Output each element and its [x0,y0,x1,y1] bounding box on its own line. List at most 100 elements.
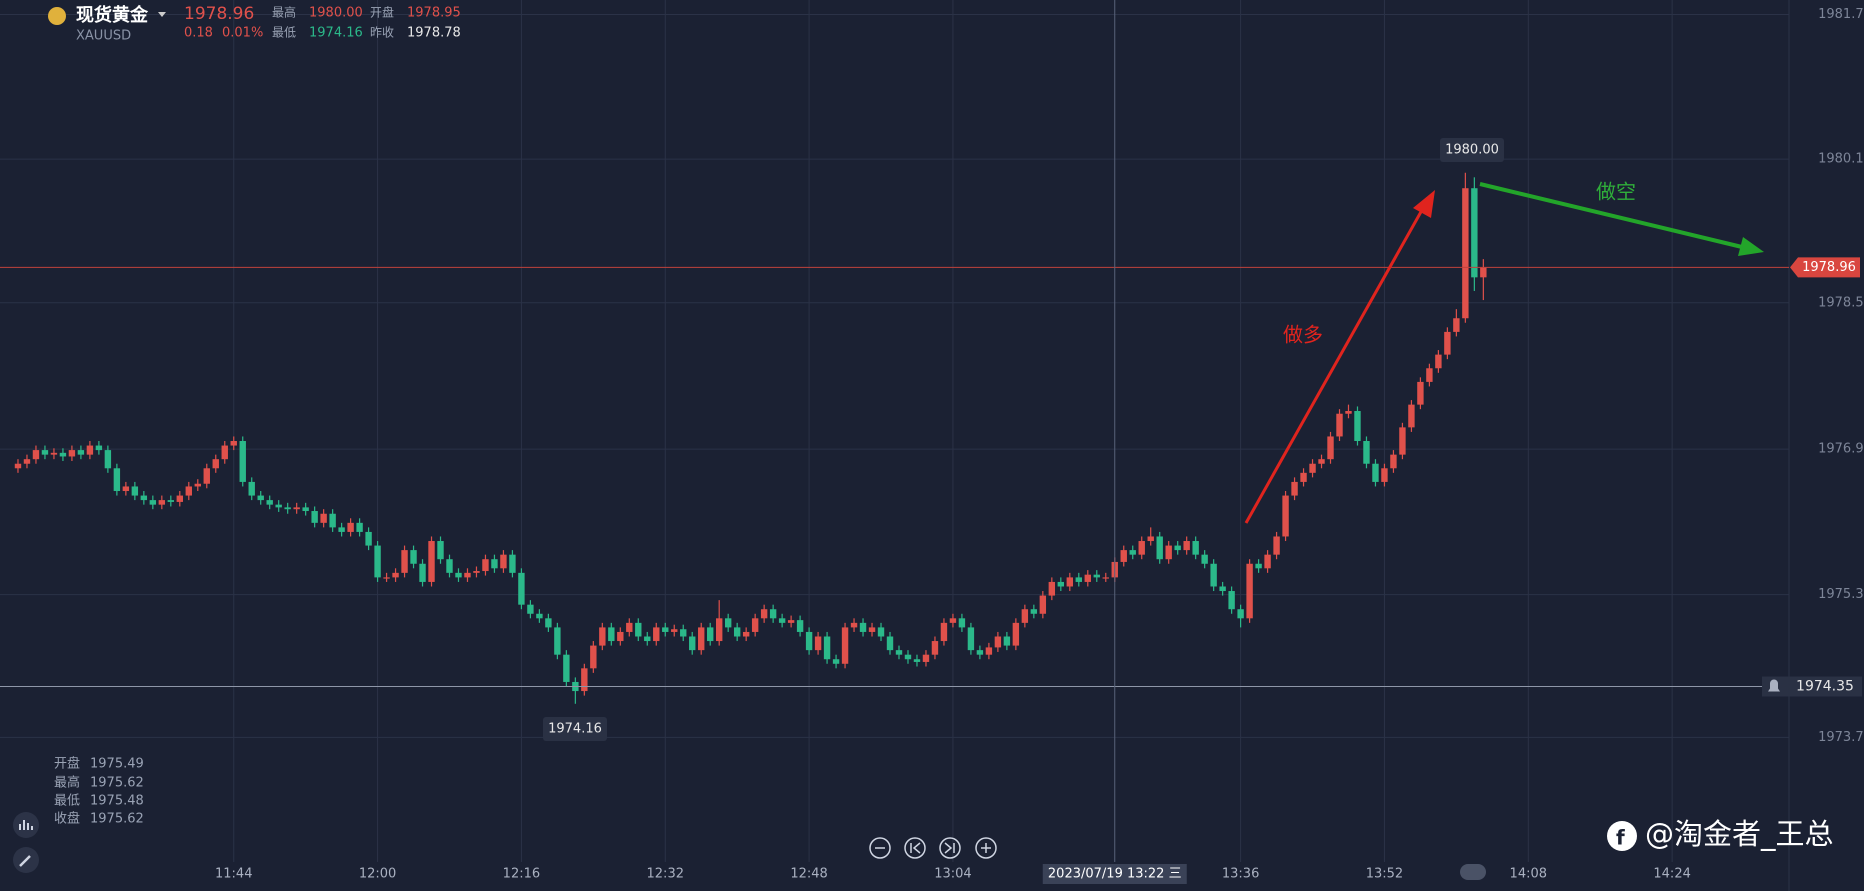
candle-body [1057,581,1065,587]
candle-body [1120,550,1127,562]
candle-body [1336,413,1343,437]
candle-body [167,500,175,502]
candle-body [1291,481,1298,496]
candle-body [1327,436,1334,460]
candle-body [653,627,660,642]
dropdown-caret[interactable] [158,12,166,17]
candle-body [221,445,228,460]
candle-body [113,468,121,492]
candle-body [1030,609,1038,614]
indicator-button[interactable] [13,812,39,838]
scroll-pill[interactable] [1460,864,1486,880]
draw-icon [19,855,31,867]
candle-body [1147,536,1154,542]
crosshair-label: 2023/07/19 13:22 三 [1048,867,1182,882]
candle-body [689,636,696,651]
candle-body [1435,354,1442,369]
candle-body [1237,609,1244,619]
icon [981,843,991,853]
candle-body [787,620,795,623]
candle-body [293,507,300,510]
candle-body [599,627,606,646]
low-label-box [543,717,607,741]
candle-body [1309,463,1316,473]
candle-body [1228,591,1235,610]
candle-body [1048,581,1056,596]
long-arrow [1244,209,1424,524]
y-tick-label: 1980.15 [1818,152,1864,167]
symbol: XAUUSD [76,29,131,44]
go-end[interactable] [939,837,961,859]
info-label: 最低 [54,794,80,809]
candle-body [1138,541,1145,555]
candle-body [464,572,471,578]
info-label: 开盘 [54,756,80,772]
candle-body [239,441,246,482]
candle-body [868,627,876,632]
candle-body [635,622,642,637]
info-value: 1975.49 [90,757,144,772]
zoom-in[interactable] [975,837,997,859]
y-tick-label: 1975.36 [1818,587,1864,602]
stat-label: 开盘 [370,5,394,20]
candle-body [707,627,714,642]
candle-body [104,450,112,469]
instrument-name[interactable]: 现货黄金 [76,4,149,26]
candle-body [832,659,840,664]
candle-body [212,459,219,469]
candle-body [1129,550,1136,555]
stat-value: 1980.00 [309,6,363,21]
x-tick-label: 12:48 [790,867,827,882]
short-arrowhead [1738,237,1764,256]
candle-body [347,522,354,532]
x-tick-label: 12:32 [647,867,684,882]
candle-body [1075,577,1082,582]
candle-body [482,559,489,572]
y-tick-label: 1978.57 [1818,295,1864,310]
candle-body [1264,554,1271,569]
indicator-icon [19,820,33,830]
candle-body [644,636,651,642]
crosshair-box [1042,864,1187,884]
candle-body [122,486,130,492]
candle-body [617,631,624,642]
candle-body [1390,454,1397,469]
candle-body [724,618,732,628]
candle-body [1453,318,1460,332]
annotation-long: 做多 [1283,323,1323,347]
short-arrow [1479,182,1743,249]
candle-body [1102,577,1109,579]
candle-body [374,545,381,578]
candle-body [985,647,993,655]
candle-body [778,618,786,623]
candle-body [1354,410,1361,442]
candle-body [814,636,822,651]
high-label-box [1440,138,1504,162]
candle-body [976,650,984,655]
candle-body [176,495,183,502]
info-value: 1975.62 [90,776,144,791]
candle-body [437,541,444,560]
price-tag-label: 1978.96 [1802,260,1856,275]
stat-value: 1974.16 [309,26,363,41]
candle-body [931,641,939,655]
zoom-out[interactable] [869,837,891,859]
candle-body [1318,459,1325,464]
candle-body [1003,636,1011,646]
candle-body [1345,410,1352,414]
candle-body [500,554,507,569]
change-pct: 0.01% [222,26,263,41]
candle-body [1444,331,1451,355]
candle-body [554,627,561,655]
candle-body [257,495,264,501]
candle-body [491,559,498,569]
candle-body [1246,563,1253,619]
candle-body [1363,441,1370,464]
annotation-short: 做空 [1596,180,1636,204]
candle-body [1471,188,1478,278]
candle-body [158,500,166,505]
candle-body [742,631,750,637]
watermark-icon [1607,821,1637,851]
candle-body [1408,404,1415,428]
go-start[interactable] [904,837,926,859]
